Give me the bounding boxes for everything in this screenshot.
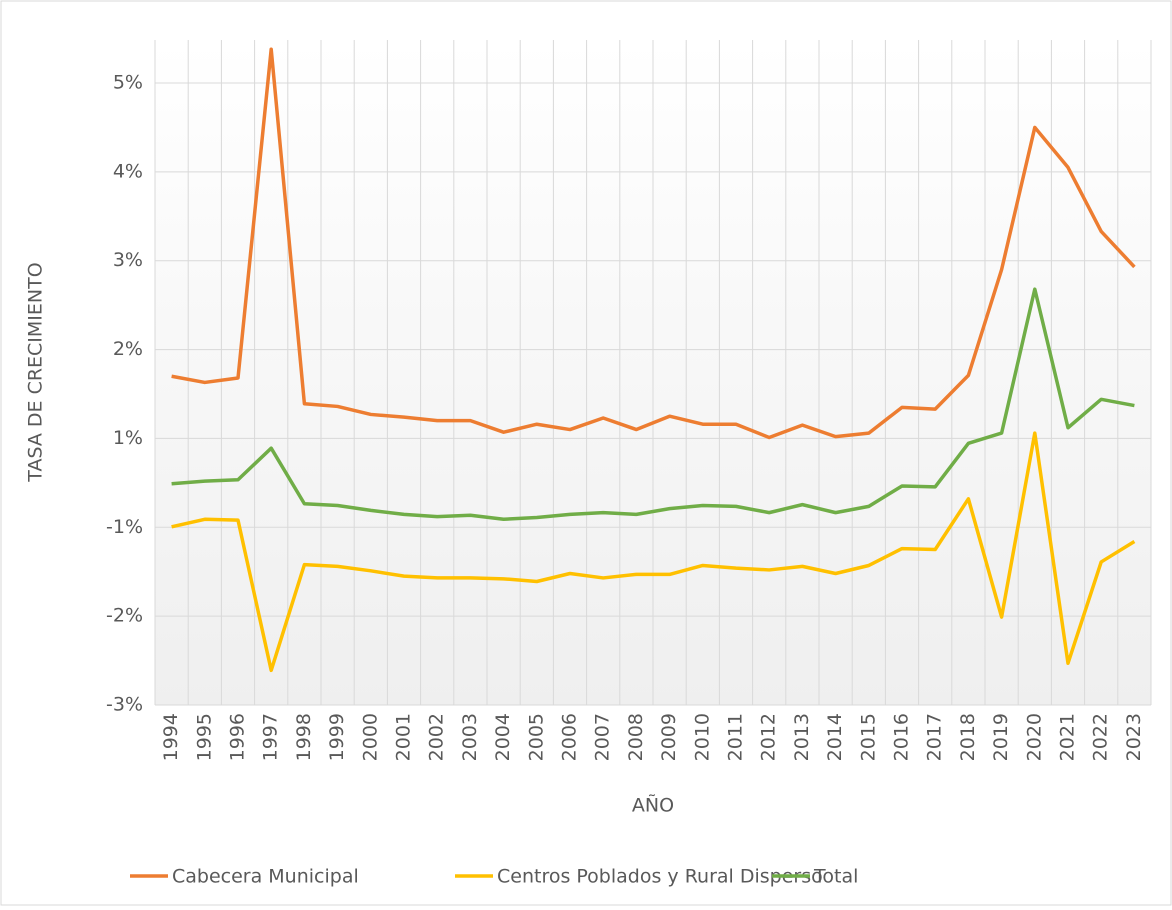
y-tick-label: 4% <box>113 160 143 182</box>
x-tick-label: 1998 <box>293 713 315 761</box>
x-tick-label: 2019 <box>990 713 1012 761</box>
x-tick-label: 2013 <box>791 713 813 761</box>
x-tick-label: 2012 <box>758 713 780 761</box>
x-tick-label: 2001 <box>393 713 415 761</box>
legend-label: Total <box>813 866 858 888</box>
x-tick-label: 2006 <box>559 713 581 761</box>
x-tick-label: 2017 <box>924 713 946 761</box>
x-axis-title: AÑO <box>632 794 674 817</box>
x-tick-label: 2016 <box>891 713 913 761</box>
line-series <box>171 47 1136 440</box>
x-tick-label: 2010 <box>691 713 713 761</box>
x-tick-label: 2022 <box>1090 713 1112 761</box>
y-tick-label: 5% <box>113 72 143 94</box>
y-axis-title: TASA DE CRECIMIENTO <box>25 262 47 482</box>
x-tick-label: 2021 <box>1057 713 1079 761</box>
x-tick-label: 2005 <box>525 713 547 761</box>
x-tick-label: 2003 <box>459 713 481 761</box>
y-tick-label: 2% <box>113 338 143 360</box>
line-series <box>171 287 1135 522</box>
y-tick-label: -2% <box>106 605 143 627</box>
legend-label: Cabecera Municipal <box>172 866 359 888</box>
x-tick-label: 2004 <box>492 713 514 761</box>
x-tick-label: 2009 <box>658 713 680 761</box>
y-tick-label: -3% <box>106 694 143 716</box>
line-series <box>171 431 1136 673</box>
x-tick-label: 2000 <box>359 713 381 761</box>
x-tick-label: 2023 <box>1123 713 1145 761</box>
x-tick-label: 2002 <box>426 713 448 761</box>
x-tick-label: 1996 <box>227 713 249 761</box>
y-tick-label: 3% <box>113 249 143 271</box>
x-tick-label: 1994 <box>160 713 182 761</box>
x-tick-label: 2011 <box>725 713 747 761</box>
y-tick-label: 1% <box>113 427 143 449</box>
legend-label: Centros Poblados y Rural Disperso <box>497 866 823 888</box>
x-tick-label: 2007 <box>592 713 614 761</box>
x-tick-label: 1999 <box>326 713 348 761</box>
x-tick-label: 2020 <box>1023 713 1045 761</box>
y-tick-label: -1% <box>106 516 143 538</box>
x-tick-label: 2015 <box>857 713 879 761</box>
x-tick-label: 2008 <box>625 713 647 761</box>
x-tick-label: 1997 <box>260 713 282 761</box>
x-tick-label: 1995 <box>193 713 215 761</box>
x-tick-label: 2018 <box>957 713 979 761</box>
x-tick-label: 2014 <box>824 713 846 761</box>
